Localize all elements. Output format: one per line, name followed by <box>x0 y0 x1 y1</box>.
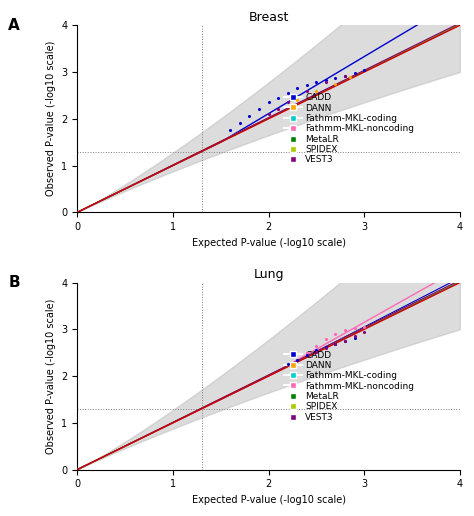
Point <box>303 87 310 95</box>
Point <box>341 337 349 345</box>
Point <box>303 349 310 357</box>
Text: A: A <box>9 18 20 33</box>
Point <box>274 93 282 102</box>
Point <box>303 81 310 89</box>
Point <box>360 323 368 331</box>
Point <box>341 326 349 334</box>
Point <box>312 87 320 95</box>
Point <box>341 72 349 80</box>
Point <box>284 89 292 97</box>
Point <box>293 356 301 364</box>
Legend: CADD, DANN, Fathmm-MKL-coding, Fathmm-MKL-noncoding, MetaLR, SPIDEX, VEST3: CADD, DANN, Fathmm-MKL-coding, Fathmm-MK… <box>281 90 418 168</box>
Text: B: B <box>9 275 20 290</box>
Point <box>274 105 282 114</box>
X-axis label: Expected P-value (-log10 scale): Expected P-value (-log10 scale) <box>191 495 346 505</box>
Point <box>341 337 349 345</box>
Point <box>332 330 339 338</box>
Point <box>303 351 310 359</box>
Point <box>255 105 263 114</box>
Point <box>351 324 358 332</box>
Point <box>322 343 330 351</box>
X-axis label: Expected P-value (-log10 scale): Expected P-value (-log10 scale) <box>191 237 346 248</box>
Point <box>312 342 320 350</box>
Point <box>360 66 368 74</box>
Point <box>332 74 339 82</box>
Point <box>351 334 358 342</box>
Point <box>312 78 320 87</box>
Point <box>332 79 339 88</box>
Point <box>265 110 273 118</box>
Point <box>322 334 330 343</box>
Point <box>346 73 354 81</box>
Point <box>293 96 301 104</box>
Point <box>293 84 301 92</box>
Legend: CADD, DANN, Fathmm-MKL-coding, Fathmm-MKL-noncoding, MetaLR, SPIDEX, VEST3: CADD, DANN, Fathmm-MKL-coding, Fathmm-MK… <box>281 347 418 425</box>
Point <box>246 112 253 121</box>
Point <box>227 126 234 135</box>
Point <box>360 328 368 336</box>
Point <box>322 344 330 352</box>
Point <box>332 340 339 348</box>
Point <box>332 340 339 348</box>
Y-axis label: Observed P-value (-log10 scale): Observed P-value (-log10 scale) <box>46 41 56 197</box>
Point <box>312 346 320 354</box>
Y-axis label: Observed P-value (-log10 scale): Observed P-value (-log10 scale) <box>46 298 56 454</box>
Title: Lung: Lung <box>253 268 284 281</box>
Point <box>322 78 330 87</box>
Point <box>236 119 244 127</box>
Point <box>284 360 292 368</box>
Point <box>351 69 358 77</box>
Point <box>284 99 292 107</box>
Point <box>351 332 358 341</box>
Title: Breast: Breast <box>248 11 289 24</box>
Point <box>341 72 349 80</box>
Point <box>322 76 330 85</box>
Point <box>312 348 320 356</box>
Point <box>265 99 273 107</box>
